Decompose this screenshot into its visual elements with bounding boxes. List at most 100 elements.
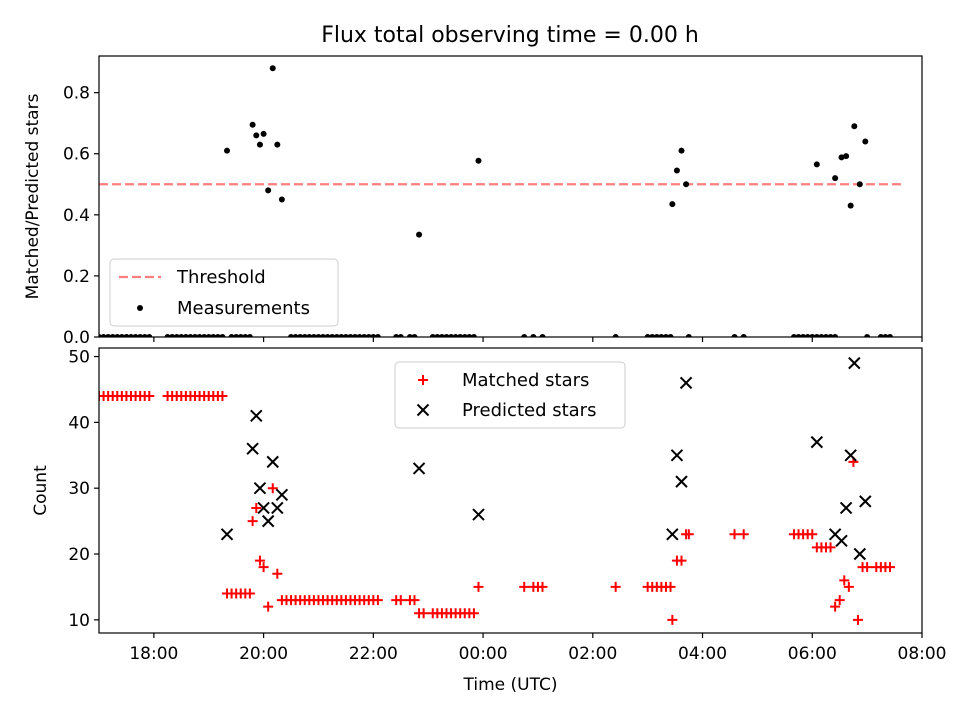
data-point	[676, 555, 687, 566]
data-point	[338, 334, 345, 337]
data-point	[333, 334, 340, 337]
data-point	[670, 449, 684, 462]
data-point	[272, 568, 283, 579]
data-point	[250, 409, 263, 423]
x-tick-label: 02:00	[568, 644, 617, 664]
data-point	[271, 501, 284, 515]
data-point	[347, 334, 354, 337]
data-point	[274, 141, 281, 148]
y-tick-label: 0.2	[63, 267, 90, 287]
data-point	[844, 449, 857, 462]
legend-measurements-label: Measurements	[177, 298, 310, 319]
data-point	[461, 334, 468, 337]
data-point	[306, 334, 313, 337]
data-point	[201, 334, 208, 337]
data-point	[738, 529, 749, 540]
data-point	[409, 595, 420, 606]
data-point	[475, 157, 482, 164]
data-point	[105, 334, 112, 337]
data-point	[205, 334, 212, 337]
data-point	[813, 161, 820, 168]
data-point	[473, 581, 484, 592]
data-point	[838, 154, 845, 161]
y-tick-label: 50	[68, 348, 90, 368]
data-point	[667, 614, 678, 625]
data-point	[810, 435, 824, 449]
data-point	[393, 334, 400, 337]
data-point	[438, 334, 445, 337]
data-point	[653, 334, 660, 337]
data-point	[448, 334, 455, 337]
data-point	[220, 528, 234, 541]
x-tick-label: 22:00	[349, 644, 398, 664]
y-tick-label: 0.8	[63, 84, 90, 104]
data-point	[673, 167, 680, 174]
data-point	[109, 334, 116, 337]
data-point	[361, 334, 368, 337]
data-point	[886, 334, 893, 337]
data-point	[468, 608, 479, 619]
data-point	[685, 334, 692, 337]
legend-predicted-swatch	[416, 403, 430, 417]
data-point	[278, 196, 285, 203]
data-point	[832, 334, 839, 337]
data-point	[864, 334, 871, 337]
data-point	[374, 334, 381, 337]
plot-area	[99, 65, 904, 337]
data-point	[835, 534, 848, 548]
data-point	[315, 334, 322, 337]
data-point	[275, 488, 289, 501]
data-point	[412, 462, 426, 475]
x-tick-label: 20:00	[239, 644, 288, 664]
data-point	[182, 334, 189, 337]
data-point	[856, 181, 863, 188]
data-point	[804, 334, 811, 337]
data-point	[288, 334, 295, 337]
data-point	[852, 614, 863, 625]
data-point	[644, 334, 651, 337]
data-point	[258, 562, 269, 573]
data-point	[123, 334, 130, 337]
data-point	[521, 334, 528, 337]
x-tick-label: 00:00	[459, 644, 508, 664]
y-tick-label: 0.6	[63, 145, 90, 165]
data-point	[411, 334, 418, 337]
data-point	[320, 334, 327, 337]
y-tick-label: 10	[68, 611, 90, 631]
data-point	[297, 334, 304, 337]
data-point	[263, 601, 274, 612]
data-point	[228, 334, 235, 337]
data-point	[217, 391, 228, 402]
data-point	[260, 130, 267, 137]
data-point	[370, 334, 377, 337]
data-point	[825, 542, 836, 553]
data-point	[843, 581, 854, 592]
data-point	[790, 334, 797, 337]
data-point	[807, 529, 818, 540]
data-point	[301, 334, 308, 337]
data-point	[830, 601, 841, 612]
data-point	[882, 334, 889, 337]
data-point	[800, 334, 807, 337]
data-point	[678, 147, 685, 154]
data-point	[356, 334, 363, 337]
data-point	[114, 334, 121, 337]
data-point	[352, 334, 359, 337]
y-axis-label: Matched/Predicted stars	[23, 93, 43, 299]
data-point	[267, 483, 278, 494]
data-point	[472, 508, 485, 521]
data-point	[137, 334, 144, 337]
legend-matched-swatch	[418, 375, 428, 385]
y-tick-label: 30	[68, 479, 90, 499]
bottom-panel: 10 20 30 40 50 18:00 20:00 22:00 00:00 02:00 04:00…	[31, 347, 947, 695]
series-measurements	[99, 65, 893, 337]
data-point	[434, 334, 441, 337]
data-point	[257, 501, 270, 515]
data-point	[649, 334, 656, 337]
data-point	[310, 334, 317, 337]
data-point	[261, 514, 275, 528]
y-tick-label: 0.4	[63, 206, 90, 226]
data-point	[683, 529, 694, 540]
data-point	[269, 65, 276, 72]
data-point	[141, 334, 148, 337]
